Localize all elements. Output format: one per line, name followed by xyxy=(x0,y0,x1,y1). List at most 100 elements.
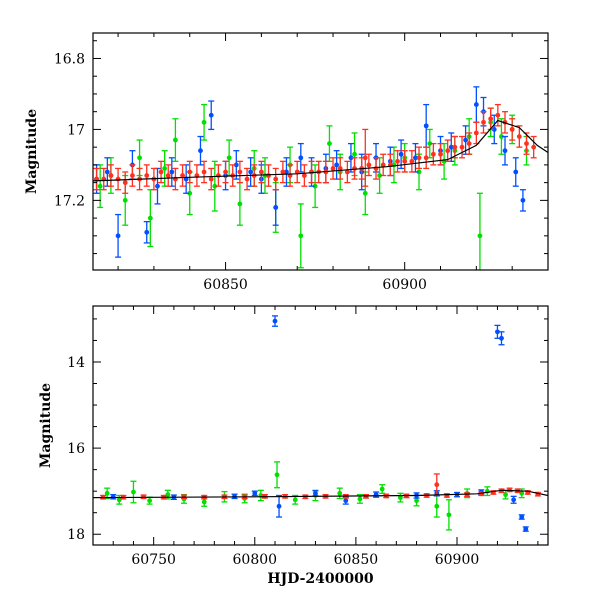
data-point xyxy=(362,190,368,196)
data-point xyxy=(416,155,422,161)
data-point xyxy=(495,329,500,335)
data-point xyxy=(248,169,254,175)
data-point xyxy=(130,173,135,178)
model-curve xyxy=(93,119,548,182)
data-point xyxy=(144,173,150,178)
data-point xyxy=(144,229,150,235)
data-point xyxy=(509,127,515,132)
data-point xyxy=(201,499,207,505)
data-point xyxy=(115,233,121,239)
data-point xyxy=(313,490,318,496)
data-point xyxy=(348,155,354,161)
y-tick-label: 16.8 xyxy=(54,51,85,67)
x-tick-label: 60900 xyxy=(382,277,427,293)
data-point xyxy=(165,492,171,498)
y-tick-label: 17 xyxy=(67,122,85,138)
plot-frame xyxy=(92,32,549,271)
data-point xyxy=(169,169,175,175)
data-point xyxy=(414,498,419,504)
data-point xyxy=(116,497,122,503)
y-axis-title: Magnitude xyxy=(38,383,54,468)
data-point xyxy=(516,134,522,139)
data-point xyxy=(131,489,136,495)
data-point xyxy=(343,498,349,504)
data-point xyxy=(187,190,193,196)
y-tick-label: 16 xyxy=(67,441,85,457)
data-point xyxy=(201,169,207,175)
data-point xyxy=(413,155,418,161)
data-point xyxy=(444,493,450,498)
data-point xyxy=(481,119,486,125)
data-point xyxy=(416,169,422,175)
data-point xyxy=(237,201,243,207)
data-point xyxy=(273,205,279,210)
data-point xyxy=(162,166,168,171)
data-point xyxy=(491,127,497,132)
data-point xyxy=(503,492,508,498)
data-point xyxy=(258,169,264,175)
data-point xyxy=(448,144,454,150)
data-point xyxy=(463,137,468,143)
data-point xyxy=(434,482,440,488)
data-point xyxy=(158,169,164,175)
data-point xyxy=(272,318,278,324)
data-point xyxy=(423,123,429,129)
data-point xyxy=(252,490,258,496)
data-point xyxy=(402,158,408,164)
data-point xyxy=(357,496,363,502)
data-point xyxy=(352,151,357,157)
data-point xyxy=(201,119,207,125)
data-point xyxy=(473,130,479,136)
data-point xyxy=(276,503,282,509)
series-0 xyxy=(97,103,530,270)
y-tick-label: 17.2 xyxy=(54,193,85,209)
data-point xyxy=(147,215,153,221)
data-point xyxy=(344,169,350,175)
data-point xyxy=(337,166,343,171)
data-point xyxy=(180,173,185,178)
data-point xyxy=(523,526,529,532)
data-point xyxy=(445,148,451,154)
y-tick-label: 18 xyxy=(67,527,85,543)
data-point xyxy=(434,503,440,509)
data-point xyxy=(337,490,343,496)
data-point xyxy=(395,158,400,164)
y-tick-label: 14 xyxy=(67,355,85,371)
data-point xyxy=(499,335,504,341)
data-point xyxy=(398,151,404,157)
data-point xyxy=(266,173,271,178)
data-point xyxy=(122,180,128,186)
y-axis-title: Magnitude xyxy=(24,109,40,194)
data-point xyxy=(427,141,433,147)
data-point xyxy=(334,162,340,168)
series-2 xyxy=(100,473,541,500)
x-tick-label: 60750 xyxy=(131,552,176,568)
data-point xyxy=(233,162,239,168)
data-point xyxy=(223,169,228,175)
model-curve xyxy=(93,489,548,499)
data-point xyxy=(215,173,221,178)
data-point xyxy=(312,183,318,189)
data-point xyxy=(292,497,298,503)
data-point xyxy=(212,183,218,189)
data-point xyxy=(507,487,512,493)
data-point xyxy=(452,144,458,150)
data-point xyxy=(237,169,243,175)
data-point xyxy=(524,141,529,147)
data-point xyxy=(280,169,286,175)
data-point xyxy=(97,183,103,189)
data-point xyxy=(301,173,307,178)
data-point xyxy=(284,169,289,175)
data-point xyxy=(459,144,465,150)
bottom-panel: 60750 60800 60850 60900 14 16 18 Magnitude HJD-2… xyxy=(38,305,549,587)
data-point xyxy=(208,176,214,182)
data-point xyxy=(165,173,171,178)
data-point xyxy=(330,166,336,171)
top-panel: 60850 60900 16.8 17 17.2 Magnitude xyxy=(24,32,549,293)
data-point xyxy=(513,169,519,175)
data-point xyxy=(499,134,504,139)
data-point xyxy=(274,472,280,478)
x-tick-label: 60850 xyxy=(334,552,379,568)
